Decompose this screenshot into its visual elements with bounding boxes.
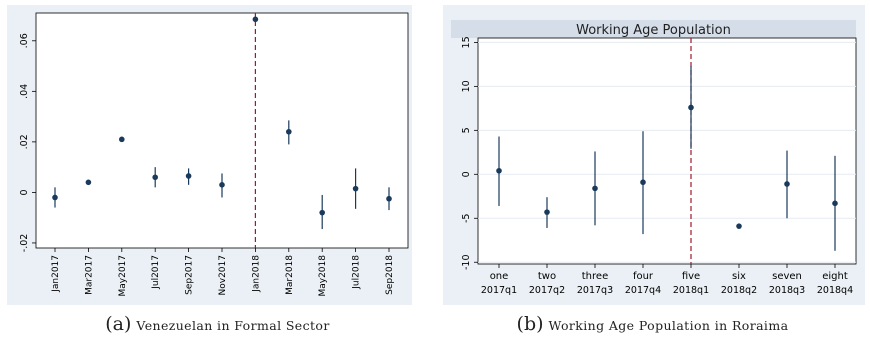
caption-b: (b) Working Age Population in Roraima: [435, 313, 870, 335]
chart-b-xtick-label: six: [732, 271, 746, 282]
chart-b-ytick-label: -10: [461, 254, 472, 270]
chart-b-xtick-sublabel: 2018q3: [769, 285, 805, 296]
chart-b-xtick-sublabel: 2018q1: [673, 285, 709, 296]
chart-a-xtick-label: Mar2018: [285, 255, 295, 295]
chart-b-xtick-sublabel: 2018q2: [721, 285, 757, 296]
chart-a-point: [152, 174, 158, 181]
chart-b-point: [688, 104, 694, 111]
chart-a-point: [85, 179, 92, 186]
chart-b-xtick-label: three: [582, 271, 608, 282]
chart-b-title-bar: [451, 20, 856, 38]
chart-panel-b: Working Age Population -10 -5 0 5 10 15 one 2017…: [435, 0, 870, 349]
chart-a-point: [252, 16, 259, 23]
chart-b-ytick-label: -5: [461, 214, 472, 223]
chart-b-xtick-sublabel: 2017q4: [625, 285, 661, 296]
caption-a-prefix: (a): [105, 313, 132, 335]
chart-b-ytick-label: 10: [461, 80, 472, 92]
chart-b-xtick-sublabel: 2017q1: [481, 285, 517, 296]
chart-a-xtick-label: Mar2017: [84, 255, 94, 295]
chart-a-ytick-label: .06: [19, 33, 30, 48]
chart-b-ytick-label: 15: [461, 36, 472, 48]
chart-b-xtick-sublabel: 2017q3: [577, 285, 613, 296]
chart-b-ytick-label: 5: [461, 127, 472, 133]
chart-b-point: [544, 209, 550, 215]
chart-a-ytick-label: 0: [19, 189, 30, 195]
chart-b-point: [832, 200, 838, 207]
chart-a-point: [319, 209, 326, 216]
chart-a-point: [185, 173, 192, 179]
chart-b-xtick-label: five: [682, 271, 700, 282]
chart-a-point: [119, 136, 125, 143]
caption-a: (a) Venezuelan in Formal Sector: [0, 313, 435, 335]
chart-b-xtick-sublabel: 2018q4: [817, 285, 853, 296]
chart-a-xtick-label: Jan2018: [251, 255, 261, 293]
chart-b-point: [736, 223, 742, 229]
chart-b-point: [640, 179, 646, 186]
chart-a-xtick-label: Sep2017: [185, 255, 195, 295]
chart-b-xtick-label: seven: [772, 271, 802, 282]
chart-b-point: [496, 167, 502, 174]
chart-a-ytick-label: -.02: [19, 234, 30, 253]
chart-a-xtick-label: Sep2018: [385, 255, 395, 295]
chart-b-point: [784, 181, 790, 187]
chart-a-point: [52, 194, 58, 201]
chart-a-point: [286, 128, 292, 135]
chart-a-xtick-label: Nov2017: [218, 255, 228, 295]
chart-b-ytick-label: 0: [461, 171, 472, 177]
caption-b-text: Working Age Population in Roraima: [548, 318, 789, 333]
chart-b-xtick-label: four: [633, 271, 654, 282]
chart-a-svg: -.02 0 .02 .04 .06 Jan2017 Mar2017 May2017 Jul20…: [7, 5, 412, 305]
chart-a-xtick-label: Jul2018: [352, 255, 362, 290]
chart-a-ytick-label: .02: [19, 134, 30, 149]
chart-b-xtick-label: eight: [822, 271, 848, 282]
chart-a-plot-area: [35, 12, 409, 249]
chart-a-xtick-label: Jul2017: [151, 255, 161, 290]
caption-a-text: Venezuelan in Formal Sector: [136, 318, 330, 333]
chart-a-xtick-label: May2018: [318, 255, 328, 297]
chart-b-xtick-label: two: [538, 271, 556, 282]
chart-a-point: [219, 182, 225, 188]
chart-a-point: [352, 185, 359, 192]
chart-panel-a: -.02 0 .02 .04 .06 Jan2017 Mar2017 May2017 Jul20…: [0, 5, 435, 335]
chart-b-title: Working Age Population: [576, 23, 731, 38]
chart-b-svg: Working Age Population -10 -5 0 5 10 15 one 2017…: [443, 5, 865, 305]
caption-b-prefix: (b): [516, 313, 544, 335]
chart-b-xtick-sublabel: 2017q2: [529, 285, 565, 296]
chart-b-xtick-label: one: [490, 271, 509, 282]
chart-b-point: [592, 185, 598, 192]
chart-a-xtick-label: Jan2017: [51, 255, 61, 293]
chart-b-plot-area: [477, 37, 857, 265]
chart-a-point: [386, 195, 392, 202]
chart-a-ytick-label: .04: [19, 84, 30, 99]
chart-a-xtick-label: May2017: [118, 255, 128, 297]
